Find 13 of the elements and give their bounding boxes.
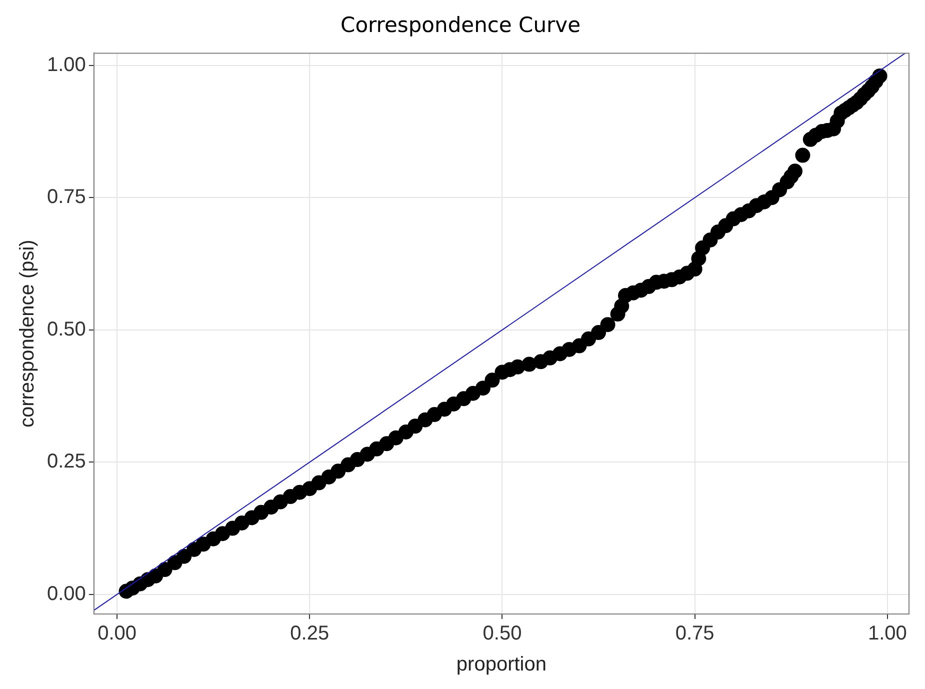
x-tick-label: 0.75 [675,622,714,645]
y-tick-label: 0.75 [46,186,86,208]
x-tick-label: 0.00 [98,622,137,645]
x-axis-title: proportion [456,654,546,676]
x-tick-label: 1.00 [868,622,907,645]
y-tick-label: 0.00 [46,582,86,605]
y-tick-label: 0.25 [46,450,86,473]
chart-title: Correspondence Curve [340,13,580,38]
y-tick-label: 0.50 [46,318,86,340]
y-tick-label: 1.00 [46,54,86,76]
x-tick-label: 0.25 [290,622,330,645]
x-tick-label: 0.50 [482,622,522,645]
y-axis-title: correspondence (psi) [16,240,39,428]
